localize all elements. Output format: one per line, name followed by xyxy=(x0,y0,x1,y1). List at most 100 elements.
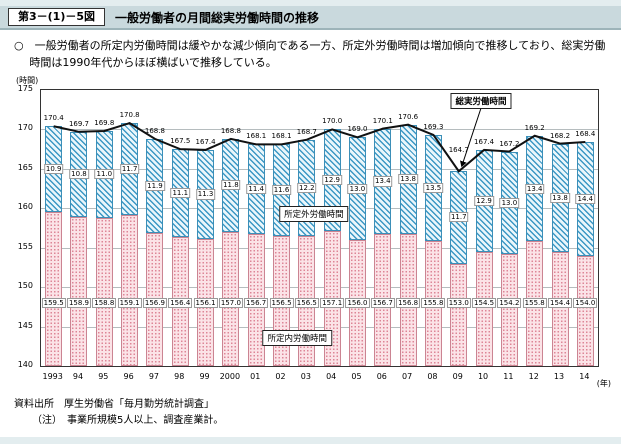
bar-segment-scheduled xyxy=(121,215,139,366)
x-tick-label: 13 xyxy=(553,372,565,381)
total-value-label: 168.1 xyxy=(271,132,292,141)
y-tick-label: 155 xyxy=(17,241,33,251)
total-value-label: 164.7 xyxy=(448,146,469,155)
total-value-label: 167.2 xyxy=(499,139,520,148)
bar-segment-scheduled xyxy=(576,255,594,366)
scheduled-value-label: 155.8 xyxy=(421,297,446,308)
overtime-value-label: 11.3 xyxy=(195,189,216,200)
total-line-label: 総実労働時間 xyxy=(450,93,512,109)
x-tick-label: 08 xyxy=(427,372,438,381)
scheduled-value-label: 156.9 xyxy=(142,297,167,308)
bar-segment-scheduled xyxy=(551,252,569,366)
header-band: 第3－(1)－5図 一般労働者の月間総実労働時間の推移 xyxy=(0,6,621,30)
y-tick-label: 150 xyxy=(17,281,33,291)
overtime-value-label: 11.9 xyxy=(145,180,165,191)
plot-area: 総実労働時間 所定外労働時間 所定内労働時間 159.5 10.9 170.4 158… xyxy=(40,89,599,367)
scheduled-segment-label: 所定内労働時間 xyxy=(262,330,332,347)
scheduled-value-label: 156.1 xyxy=(193,297,218,308)
scheduled-value-label: 159.1 xyxy=(117,297,142,308)
scheduled-value-label: 155.8 xyxy=(522,297,547,308)
overtime-value-label: 11.0 xyxy=(94,169,115,180)
gridline xyxy=(41,326,598,328)
overtime-value-label: 12.9 xyxy=(474,195,494,206)
overtime-value-label: 11.8 xyxy=(221,180,241,191)
scheduled-value-label: 156.0 xyxy=(345,297,370,308)
overtime-value-label: 12.9 xyxy=(322,175,342,186)
total-value-label: 170.0 xyxy=(322,117,343,126)
bar-segment-scheduled xyxy=(45,212,63,366)
scheduled-value-label: 154.2 xyxy=(497,297,522,308)
summary-text: ○ 一般労働者の所定内労働時間は緩やかな減少傾向である一方、所定外労働時間は増加… xyxy=(14,39,606,69)
gridline xyxy=(41,247,598,249)
total-line xyxy=(53,122,586,173)
x-tick-label: 05 xyxy=(351,372,362,381)
overtime-value-label: 13.0 xyxy=(347,183,368,194)
overtime-value-label: 13.8 xyxy=(398,174,418,185)
gridline xyxy=(41,168,598,170)
overtime-value-label: 13.4 xyxy=(372,176,393,187)
overtime-value-label: 13.5 xyxy=(423,183,444,194)
total-value-label: 168.8 xyxy=(220,126,241,135)
scheduled-value-label: 156.5 xyxy=(269,297,294,308)
scheduled-value-label: 157.0 xyxy=(218,297,243,308)
overtime-value-label: 10.8 xyxy=(69,169,89,180)
x-axis: 1993 94 95 96 97 98 99 2000 01 02 03 04 05 06 07 08 09 10… xyxy=(40,369,599,391)
scheduled-value-label: 156.7 xyxy=(370,297,395,308)
chart-area: (時間) 140 145 150 155 160 165 170 175 総実労働時間 所定外… xyxy=(10,73,611,391)
total-value-label: 167.4 xyxy=(474,137,495,146)
overtime-segment-label: 所定外労働時間 xyxy=(279,205,349,222)
bar-segment-scheduled xyxy=(450,263,468,366)
x-tick-label: 98 xyxy=(174,372,185,381)
overtime-value-label: 11.7 xyxy=(448,212,469,223)
x-tick-label: 99 xyxy=(199,372,210,381)
x-tick-label: 94 xyxy=(72,372,84,381)
x-tick-label: 2000 xyxy=(219,372,241,381)
bottom-strip xyxy=(0,437,621,444)
bar-segment-scheduled xyxy=(70,216,88,366)
total-line-overlay xyxy=(53,107,586,173)
y-axis: 140 145 150 155 160 165 170 175 xyxy=(10,84,36,369)
bar-segment-scheduled xyxy=(95,217,113,366)
y-tick-label: 145 xyxy=(17,320,33,330)
x-tick-label: 12 xyxy=(528,372,539,381)
scheduled-value-label: 154.5 xyxy=(472,297,497,308)
x-tick-label: 11 xyxy=(503,372,514,381)
scheduled-value-label: 157.1 xyxy=(320,297,345,308)
y-axis-unit-label: (時間) xyxy=(16,76,39,85)
scheduled-value-label: 158.9 xyxy=(66,297,91,308)
x-axis-unit-label: (年) xyxy=(596,379,611,388)
x-tick-label: 10 xyxy=(477,372,489,381)
top-strip xyxy=(0,0,621,6)
overtime-value-label: 14.4 xyxy=(575,193,596,204)
y-tick-label: 140 xyxy=(17,360,33,369)
scheduled-value-label: 156.8 xyxy=(396,297,421,308)
total-value-label: 170.6 xyxy=(398,112,419,121)
total-value-label: 168.4 xyxy=(575,130,596,139)
gridline xyxy=(41,287,598,289)
total-value-label: 169.8 xyxy=(94,119,115,127)
y-tick-label: 165 xyxy=(17,162,33,172)
bar-segment-scheduled xyxy=(500,254,518,366)
annotation-arrow xyxy=(459,107,482,168)
gridline xyxy=(41,129,598,131)
total-value-label: 167.5 xyxy=(170,137,191,146)
overtime-value-label: 11.1 xyxy=(170,187,191,198)
x-tick-label: 01 xyxy=(250,372,261,381)
x-tick-label: 96 xyxy=(123,372,134,381)
source-note: 資料出所 厚生労働省「毎月勤労統計調査」 xyxy=(14,399,214,410)
total-value-label: 169.0 xyxy=(347,125,368,134)
overtime-value-label: 11.6 xyxy=(271,185,292,196)
total-value-label: 168.7 xyxy=(296,127,317,136)
x-tick-label: 03 xyxy=(300,372,311,381)
figure-title: 一般労働者の月間総実労働時間の推移 xyxy=(115,10,320,25)
x-tick-label: 14 xyxy=(579,372,590,381)
x-tick-label: 07 xyxy=(402,372,413,381)
total-value-label: 168.8 xyxy=(144,126,165,135)
x-tick-label: 06 xyxy=(376,372,387,381)
scheduled-value-label: 154.0 xyxy=(573,297,598,308)
y-tick-label: 175 xyxy=(17,84,33,93)
footer-notes: 資料出所 厚生労働省「毎月勤労統計調査」 （注） 事業所規模5人以上、調査産業計… xyxy=(14,397,621,428)
total-value-label: 170.8 xyxy=(119,111,140,120)
bar-segment-scheduled xyxy=(475,251,493,366)
